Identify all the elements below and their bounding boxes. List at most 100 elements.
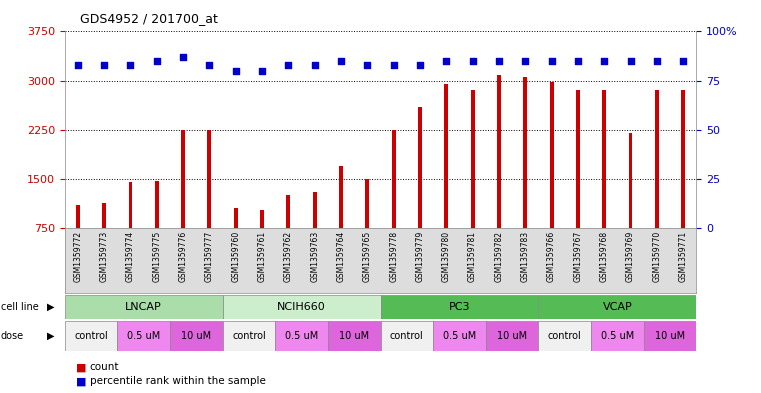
Text: GSM1359782: GSM1359782 — [495, 231, 504, 282]
Bar — [365, 179, 369, 228]
Text: 0.5 uM: 0.5 uM — [443, 331, 476, 341]
Text: ▶: ▶ — [47, 302, 55, 312]
Bar — [524, 77, 527, 228]
Text: control: control — [390, 331, 424, 341]
Point — [572, 58, 584, 64]
Bar — [602, 90, 607, 228]
Point — [677, 58, 689, 64]
Text: GSM1359765: GSM1359765 — [363, 231, 372, 283]
Bar — [208, 130, 212, 228]
Bar — [154, 181, 159, 228]
Text: GSM1359783: GSM1359783 — [521, 231, 530, 282]
Text: GSM1359768: GSM1359768 — [600, 231, 609, 282]
Text: NCIH660: NCIH660 — [277, 302, 326, 312]
Point — [282, 62, 295, 68]
Point — [414, 62, 426, 68]
Text: dose: dose — [1, 331, 24, 341]
Text: GSM1359769: GSM1359769 — [626, 231, 635, 283]
Text: GSM1359778: GSM1359778 — [389, 231, 398, 282]
Bar — [470, 90, 475, 228]
Bar — [486, 321, 539, 351]
Text: ■: ■ — [76, 362, 87, 373]
Bar — [380, 295, 539, 319]
Text: 10 uM: 10 uM — [655, 331, 685, 341]
Point — [361, 62, 374, 68]
Text: count: count — [90, 362, 119, 373]
Point — [625, 58, 637, 64]
Point — [230, 68, 242, 74]
Bar — [549, 82, 553, 228]
Text: GSM1359763: GSM1359763 — [310, 231, 319, 283]
Text: GSM1359781: GSM1359781 — [468, 231, 477, 282]
Point — [493, 58, 505, 64]
Bar — [286, 195, 291, 228]
Bar — [76, 205, 80, 228]
Text: GSM1359780: GSM1359780 — [442, 231, 451, 282]
Bar — [170, 321, 223, 351]
Text: control: control — [232, 331, 266, 341]
Text: GSM1359766: GSM1359766 — [547, 231, 556, 283]
Text: LNCAP: LNCAP — [126, 302, 162, 312]
Point — [203, 62, 215, 68]
Text: PC3: PC3 — [449, 302, 470, 312]
Point — [440, 58, 452, 64]
Bar — [223, 321, 275, 351]
Text: 10 uM: 10 uM — [181, 331, 212, 341]
Text: control: control — [74, 331, 108, 341]
Text: cell line: cell line — [1, 302, 39, 312]
Bar — [444, 84, 448, 228]
Bar — [655, 90, 659, 228]
Point — [519, 58, 531, 64]
Bar — [102, 203, 106, 228]
Point — [546, 58, 558, 64]
Point — [98, 62, 110, 68]
Bar — [260, 209, 264, 228]
Bar — [65, 295, 223, 319]
Bar — [497, 75, 501, 228]
Point — [72, 62, 84, 68]
Bar — [433, 321, 486, 351]
Bar — [591, 321, 644, 351]
Bar — [181, 130, 185, 228]
Point — [387, 62, 400, 68]
Text: GSM1359770: GSM1359770 — [652, 231, 661, 283]
Text: 0.5 uM: 0.5 uM — [127, 331, 161, 341]
Point — [335, 58, 347, 64]
Point — [651, 58, 663, 64]
Text: GSM1359767: GSM1359767 — [573, 231, 582, 283]
Bar — [380, 321, 433, 351]
Bar — [629, 133, 632, 228]
Bar — [65, 321, 117, 351]
Bar — [644, 321, 696, 351]
Point — [256, 68, 268, 74]
Bar — [223, 295, 380, 319]
Text: VCAP: VCAP — [603, 302, 632, 312]
Text: GSM1359761: GSM1359761 — [257, 231, 266, 282]
Text: GSM1359762: GSM1359762 — [284, 231, 293, 282]
Point — [124, 62, 136, 68]
Text: GSM1359777: GSM1359777 — [205, 231, 214, 283]
Text: GSM1359772: GSM1359772 — [73, 231, 82, 282]
Bar — [539, 295, 696, 319]
Text: 0.5 uM: 0.5 uM — [285, 331, 318, 341]
Text: 10 uM: 10 uM — [339, 331, 369, 341]
Text: GSM1359771: GSM1359771 — [679, 231, 688, 282]
Text: GSM1359760: GSM1359760 — [231, 231, 240, 283]
Text: percentile rank within the sample: percentile rank within the sample — [90, 376, 266, 386]
Bar — [681, 90, 685, 228]
Text: GSM1359773: GSM1359773 — [100, 231, 109, 283]
Bar — [117, 321, 170, 351]
Bar — [234, 208, 237, 228]
Bar — [392, 130, 396, 228]
Text: ■: ■ — [76, 376, 87, 386]
Point — [177, 54, 189, 60]
Text: GSM1359764: GSM1359764 — [336, 231, 345, 283]
Bar — [418, 107, 422, 228]
Bar — [313, 192, 317, 228]
Text: 10 uM: 10 uM — [497, 331, 527, 341]
Bar — [275, 321, 328, 351]
Bar — [539, 321, 591, 351]
Text: GDS4952 / 201700_at: GDS4952 / 201700_at — [80, 12, 218, 25]
Point — [309, 62, 321, 68]
Text: GSM1359779: GSM1359779 — [416, 231, 425, 283]
